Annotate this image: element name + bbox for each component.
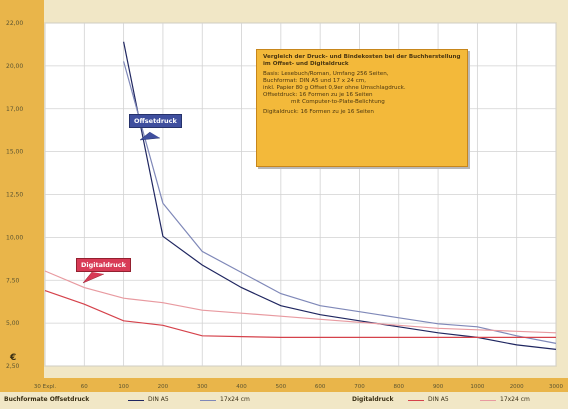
info-box-title: Vergleich der Druck- und Bindekosten bei… xyxy=(263,54,461,67)
x-tick-label: 1000 xyxy=(470,384,484,390)
x-tick-label: 900 xyxy=(433,384,444,390)
series-line xyxy=(123,61,557,344)
legend-offset-1724: 17x24 cm xyxy=(220,396,250,403)
x-tick-label: 700 xyxy=(354,384,365,390)
y-tick-label: 22,00 xyxy=(6,20,23,27)
legend-offset-title: Buchformate Offsetdruck xyxy=(4,396,90,403)
info-line: Digitaldruck: 16 Formen zu je 16 Seiten xyxy=(263,109,374,115)
legend-digital-1724: 17x24 cm xyxy=(500,396,530,403)
info-box: Vergleich der Druck- und Bindekosten bei… xyxy=(256,49,468,167)
x-tick-label: 3000 xyxy=(549,384,563,390)
legend-digital-title: Digitaldruck xyxy=(352,396,394,403)
x-tick-label: 60 xyxy=(81,384,88,390)
y-axis-currency: € xyxy=(9,353,16,363)
series-line xyxy=(44,270,557,334)
x-axis-band xyxy=(0,378,568,392)
info-line: Basis: Lesebuch/Roman, Umfang 256 Seiten… xyxy=(263,71,389,77)
info-line: inkl. Papier 80 g Offset 0,9er ohne Umsc… xyxy=(263,85,406,91)
x-tick-label: 800 xyxy=(394,384,405,390)
legend-offset-a5-swatch xyxy=(128,400,144,401)
y-tick-label: 7,50 xyxy=(6,277,20,284)
x-tick-label: 300 xyxy=(197,384,208,390)
y-tick-label: 2,50 xyxy=(6,363,20,370)
info-line: mit Computer-to-Plate-Belichtung xyxy=(291,99,385,105)
x-tick-label: 400 xyxy=(236,384,247,390)
x-tick-label: 100 xyxy=(118,384,129,390)
legend-offset-1724-swatch xyxy=(200,400,216,401)
legend-offset-a5: DIN A5 xyxy=(148,396,169,403)
legend-digital-a5: DIN A5 xyxy=(428,396,449,403)
x-tick-label: 200 xyxy=(158,384,169,390)
x-tick-label: 500 xyxy=(276,384,287,390)
x-tick-label: 2000 xyxy=(510,384,524,390)
series-line xyxy=(44,290,556,338)
legend-digital-a5-swatch xyxy=(408,400,424,401)
y-tick-label: 10,00 xyxy=(6,234,23,241)
info-line: Offsetdruck: 16 Formen zu je 16 Seiten xyxy=(263,92,373,98)
y-tick-label: 17,00 xyxy=(6,106,23,113)
y-tick-label: 20,00 xyxy=(6,63,23,70)
y-tick-label: 5,00 xyxy=(6,320,20,327)
offset-callout: Offsetdruck xyxy=(129,114,182,128)
info-line: Buchformat: DIN A5 und 17 x 24 cm, xyxy=(263,78,367,84)
digital-callout-pointer xyxy=(82,271,105,284)
offset-callout-pointer xyxy=(139,131,161,141)
y-tick-label: 15,00 xyxy=(6,149,23,156)
series-line xyxy=(123,41,557,350)
legend-digital-1724-swatch xyxy=(480,400,496,401)
legend: Buchformate Offsetdruck DIN A5 17x24 cm … xyxy=(4,396,564,408)
y-axis-band xyxy=(0,0,44,390)
x-tick-label: 30 Expl. xyxy=(34,384,56,390)
digital-callout: Digitaldruck xyxy=(76,258,131,272)
x-tick-label: 600 xyxy=(315,384,326,390)
y-tick-label: 12,50 xyxy=(6,192,23,199)
